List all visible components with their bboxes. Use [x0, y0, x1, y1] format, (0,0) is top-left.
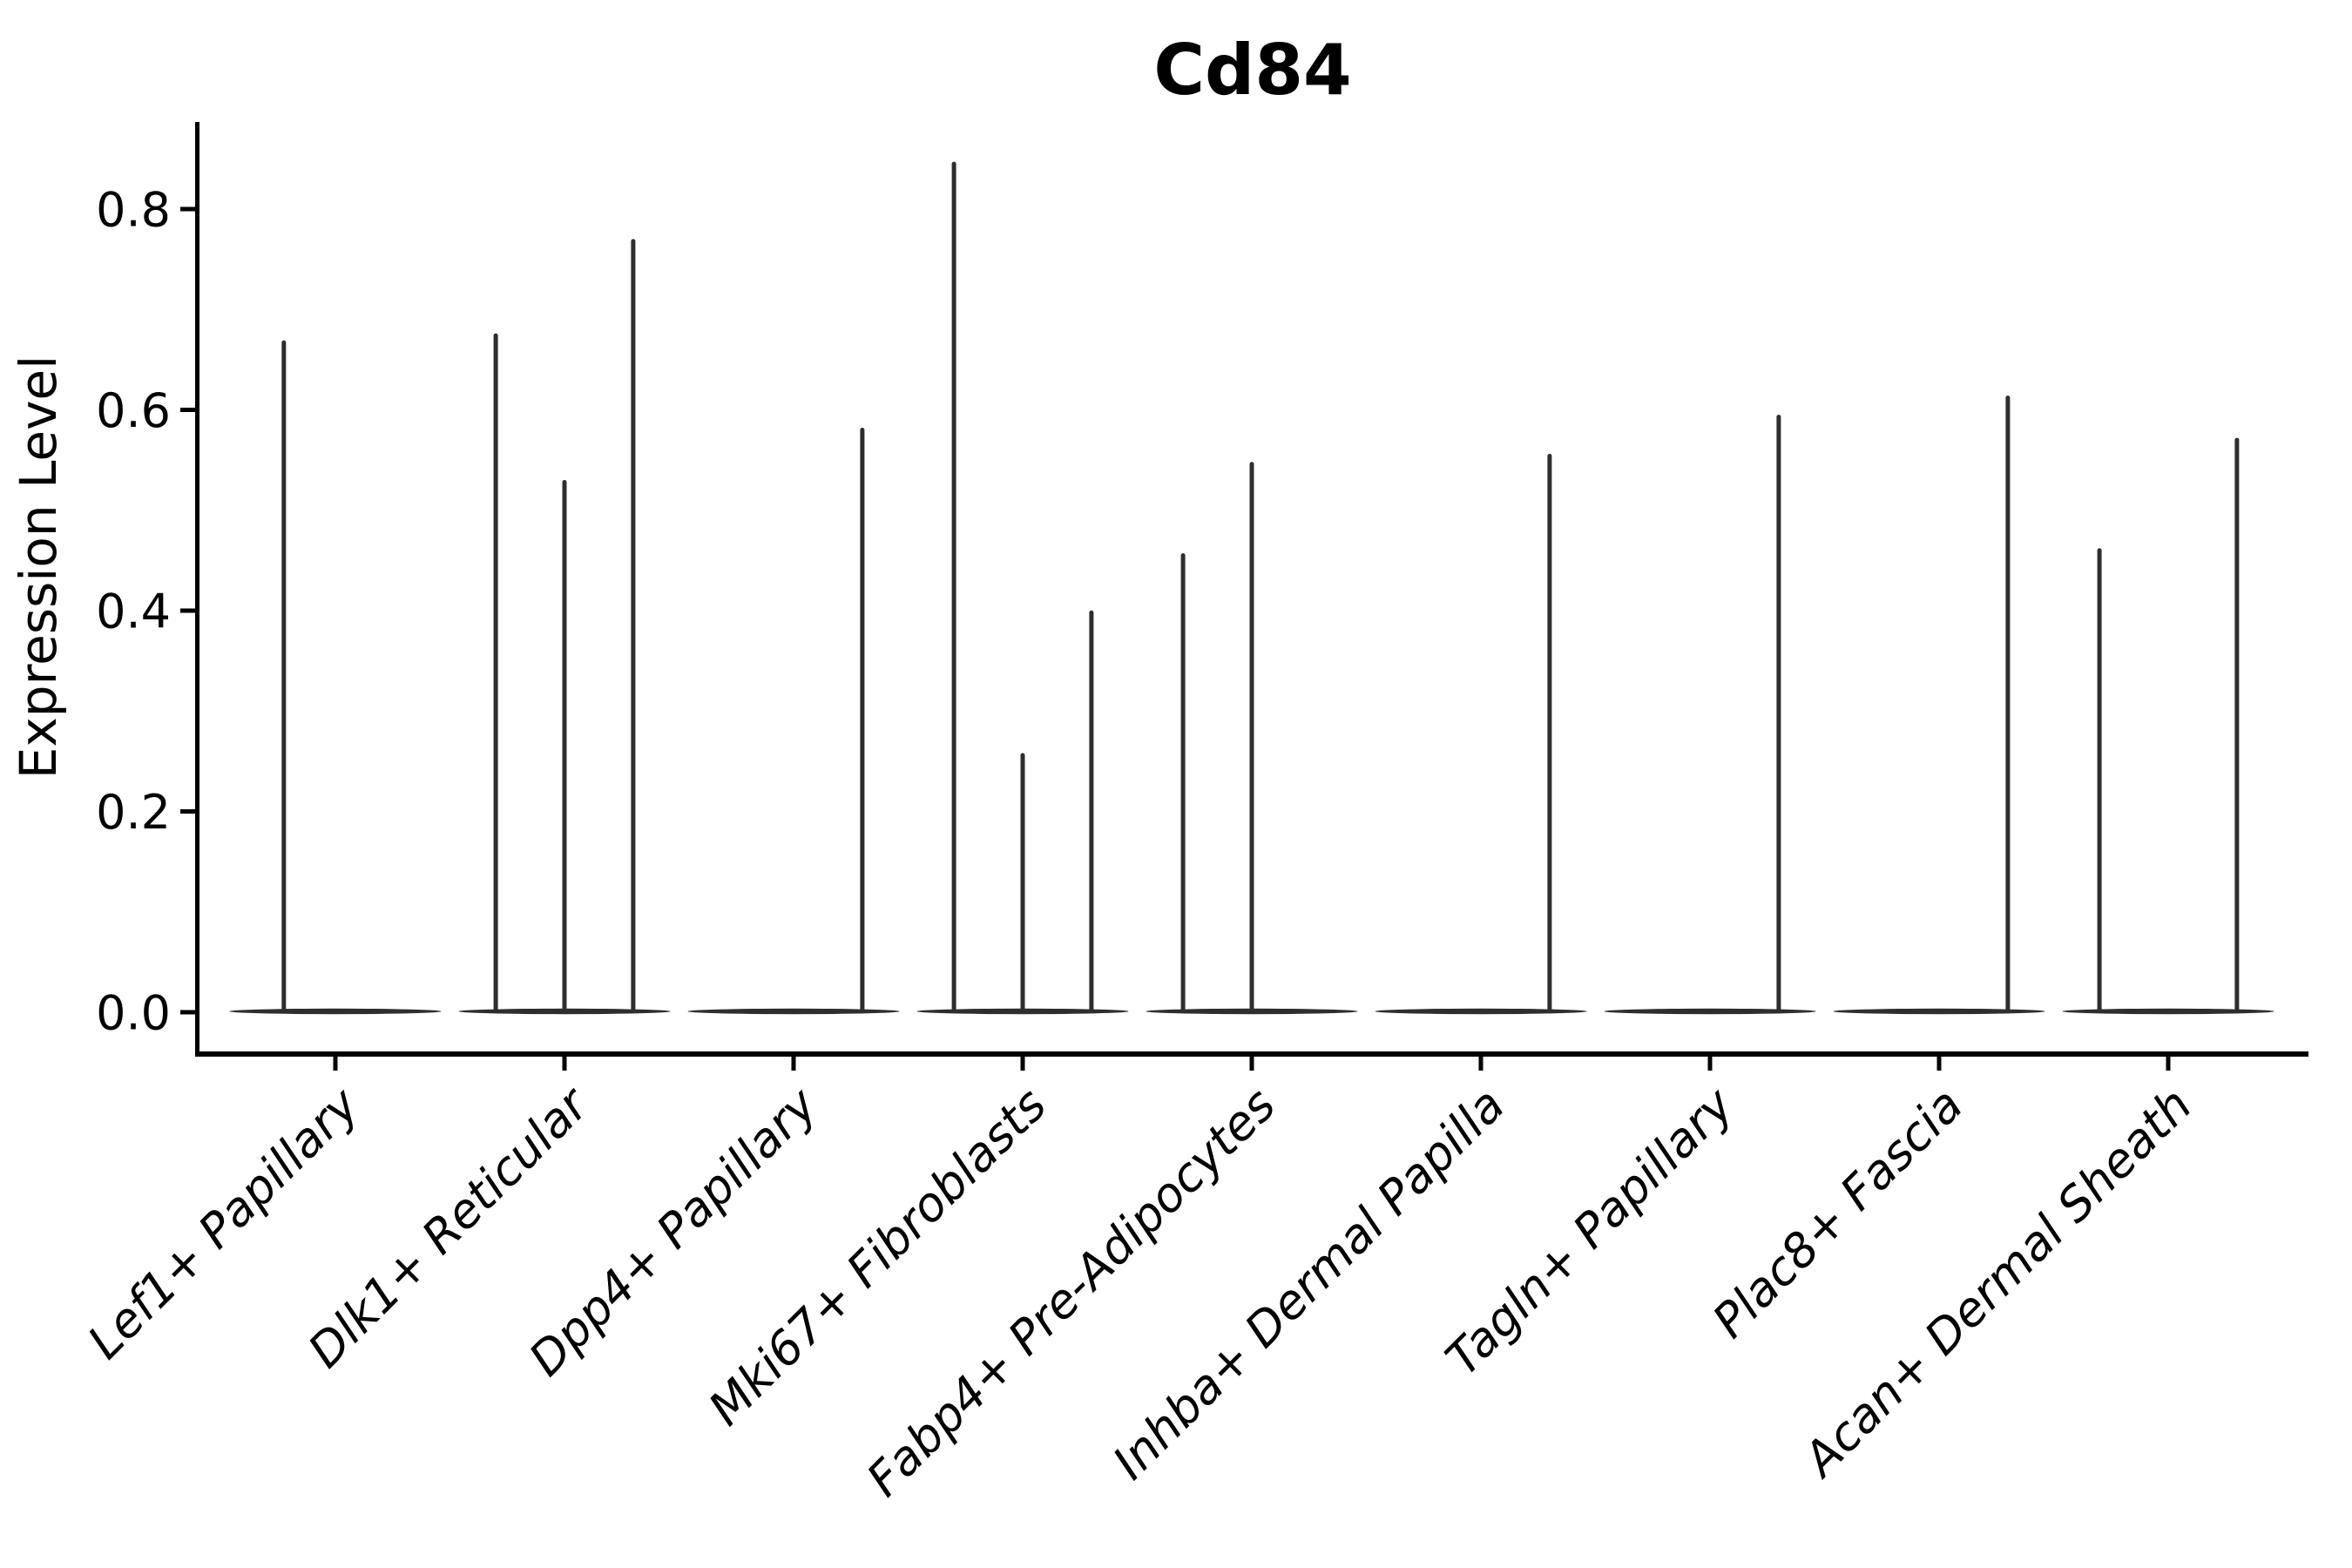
- axes: [195, 122, 2308, 1057]
- y-tick-label: 0.6: [96, 383, 171, 438]
- x-tick-label: Inhba+ Dermal Papilla: [1102, 1078, 1515, 1490]
- violin-group: [1604, 415, 1816, 1015]
- y-tick-label: 0.0: [96, 985, 171, 1040]
- y-axis-ticks: 0.0 0.2 0.4 0.6 0.8: [96, 182, 198, 1040]
- violin-base: [1604, 1008, 1816, 1015]
- violin-group: [687, 428, 900, 1015]
- y-axis-label: Expression Level: [9, 355, 68, 779]
- violin-base: [2062, 1008, 2274, 1015]
- violin-group: [916, 161, 1129, 1015]
- violin-group: [1146, 462, 1358, 1015]
- violin-group: [1833, 395, 2045, 1015]
- violins-layer: [229, 161, 2274, 1015]
- y-tick-label: 0.8: [96, 182, 171, 237]
- x-tick-label: Fabp4+ Pre-Adipocytes: [856, 1078, 1286, 1507]
- x-tick-label: Acan+ Dermal Sheath: [1791, 1078, 2202, 1489]
- violin-group: [229, 340, 442, 1015]
- violin-group: [458, 239, 671, 1015]
- y-tick-label: 0.2: [96, 785, 171, 840]
- violin-base: [687, 1008, 900, 1015]
- violin-base: [229, 1008, 442, 1015]
- violin-base: [1375, 1008, 1587, 1015]
- y-tick-label: 0.4: [96, 584, 171, 639]
- chart-title: Cd84: [1153, 30, 1351, 111]
- violin-group: [2062, 437, 2274, 1015]
- violin-base: [1833, 1008, 2045, 1015]
- violin-group: [1375, 454, 1587, 1015]
